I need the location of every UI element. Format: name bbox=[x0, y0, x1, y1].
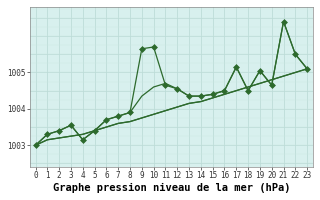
X-axis label: Graphe pression niveau de la mer (hPa): Graphe pression niveau de la mer (hPa) bbox=[52, 183, 290, 193]
